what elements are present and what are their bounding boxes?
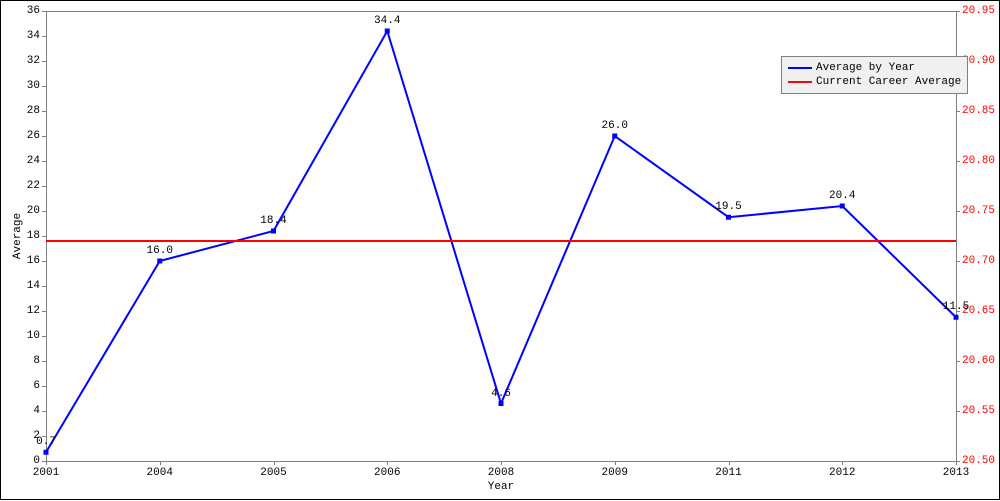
data-point-label: 0.7 — [36, 436, 56, 448]
series-marker — [44, 450, 49, 455]
legend-item: Average by Year — [788, 61, 961, 75]
data-point-label: 4.6 — [491, 388, 511, 400]
legend-swatch — [788, 81, 812, 83]
data-point-label: 11.5 — [943, 301, 969, 313]
legend-label: Current Career Average — [816, 76, 961, 88]
series-marker — [385, 29, 390, 34]
data-point-label: 19.5 — [715, 201, 741, 213]
series-marker — [499, 401, 504, 406]
series-marker — [612, 134, 617, 139]
chart-container: 02468101214161820222426283032343620.5020… — [0, 0, 1000, 500]
data-point-label: 16.0 — [147, 245, 173, 257]
legend-label: Average by Year — [816, 62, 915, 74]
series-marker — [157, 259, 162, 264]
legend-item: Current Career Average — [788, 75, 961, 89]
series-marker — [726, 215, 731, 220]
data-point-label: 18.4 — [260, 215, 286, 227]
series-marker — [954, 315, 959, 320]
legend: Average by Year Current Career Average — [781, 56, 968, 94]
series-marker — [840, 204, 845, 209]
series-marker — [271, 229, 276, 234]
legend-swatch — [788, 67, 812, 69]
data-point-label: 34.4 — [374, 15, 400, 27]
data-point-label: 26.0 — [602, 120, 628, 132]
data-point-label: 20.4 — [829, 190, 855, 202]
